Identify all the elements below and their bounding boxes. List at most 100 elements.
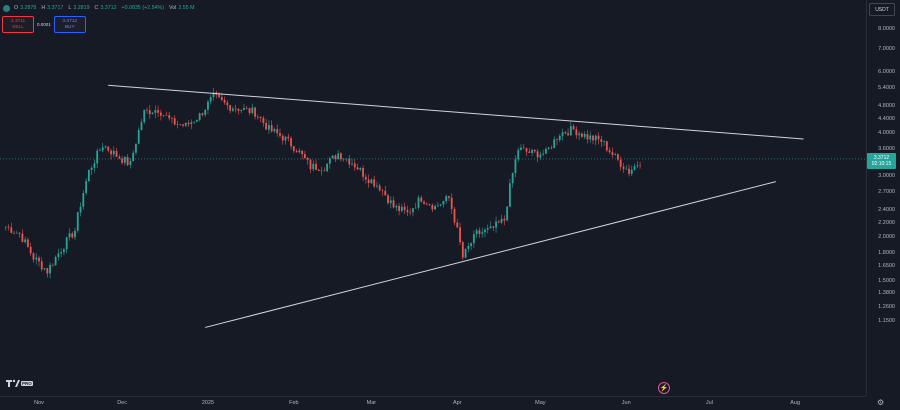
candle-body [592, 135, 594, 141]
candle [589, 131, 592, 144]
chart-canvas[interactable] [0, 0, 866, 396]
candle [154, 105, 157, 119]
tradingview-logo[interactable]: PRO [6, 379, 33, 388]
candle [112, 146, 115, 158]
candle-body [320, 170, 323, 172]
candle [531, 148, 533, 157]
candle-body [270, 125, 273, 132]
candle-body [511, 173, 514, 184]
time-axis[interactable]: Nov Dec 2025 Feb Mar Apr May Jun Jul Aug [0, 396, 866, 410]
candle [630, 165, 633, 177]
candle-body [18, 232, 21, 234]
candle-body [218, 94, 220, 98]
symbol-icon[interactable] [3, 4, 10, 12]
candle-body [525, 148, 528, 152]
candle [569, 121, 572, 136]
candle [381, 188, 384, 196]
candle [96, 148, 99, 168]
candle-body [326, 163, 328, 172]
support-trendline[interactable] [205, 181, 776, 328]
candle [478, 227, 481, 238]
candle-body [315, 163, 317, 170]
candle [46, 267, 49, 278]
candle-body [489, 226, 492, 229]
candle-body [281, 135, 284, 141]
sell-price: 3.3711 [10, 18, 26, 24]
candle-body [409, 211, 412, 213]
candle-body [561, 132, 564, 136]
candle-body [334, 155, 337, 160]
candle-body [550, 147, 553, 149]
candle [315, 159, 317, 171]
resistance-trendline[interactable] [108, 84, 804, 140]
gear-icon[interactable]: ⚙ [877, 398, 885, 407]
price-chart[interactable] [0, 0, 866, 396]
candle-body [229, 105, 232, 111]
candle [284, 135, 287, 145]
candle [87, 169, 90, 182]
candle-body [431, 205, 434, 210]
price-tick: 1.8000 [878, 250, 895, 257]
candle-body [32, 253, 35, 260]
candle-body [176, 124, 179, 125]
candle-body [182, 124, 184, 126]
price-axis[interactable]: 8.0000 7.0000 6.0000 5.4000 4.8000 4.4000 4.00… [866, 0, 900, 396]
candle [126, 154, 129, 167]
candle-body [436, 205, 439, 207]
time-tick: Jul [705, 400, 713, 406]
candle-body [254, 107, 256, 117]
candle [409, 208, 412, 216]
time-tick: Aug [790, 400, 801, 406]
currency-button[interactable]: USDT [869, 3, 895, 16]
time-tick: Feb [289, 400, 299, 406]
candle-body [273, 129, 276, 132]
candle-body [204, 109, 207, 115]
candle [74, 227, 76, 241]
candle [304, 150, 306, 160]
sell-button[interactable]: 3.3711 SELL [2, 16, 34, 33]
candle-body [545, 148, 547, 154]
candle [85, 177, 87, 196]
lightning-icon[interactable]: ⚡ [658, 382, 670, 394]
candle [572, 123, 575, 130]
candle [226, 100, 229, 110]
candle [567, 128, 569, 136]
price-tick: 7.0000 [878, 46, 895, 52]
candle-body [600, 139, 603, 142]
candle-body [636, 165, 639, 167]
candle-body [262, 118, 265, 123]
candle [281, 133, 284, 145]
candle-body [87, 170, 90, 182]
candle-body [276, 129, 279, 134]
candle [583, 131, 586, 140]
candle [32, 252, 35, 263]
candle [187, 120, 190, 128]
candle [481, 227, 484, 238]
candle-body [425, 203, 428, 205]
candle [234, 104, 237, 113]
candle-body [517, 150, 520, 160]
candle-body [639, 165, 641, 167]
candle [353, 158, 356, 171]
buy-button[interactable]: 3.3712 BUY [53, 16, 86, 33]
candle [439, 204, 442, 207]
candle-body [428, 204, 431, 206]
candle [204, 109, 207, 118]
price-tick: 4.0000 [878, 130, 895, 137]
candle [182, 123, 184, 128]
candle-body [96, 150, 99, 164]
candle [232, 106, 234, 112]
candle [143, 109, 146, 124]
candle [359, 167, 362, 172]
price-tick: 1.1500 [878, 317, 895, 324]
candle [229, 104, 232, 114]
candle-body [68, 233, 71, 238]
candle-body [245, 107, 248, 109]
candle-body [198, 113, 201, 120]
candle [453, 206, 456, 226]
candle [13, 230, 15, 235]
candle-body [248, 108, 251, 113]
candle [24, 236, 27, 244]
candle [201, 112, 204, 117]
pro-badge: PRO [21, 381, 33, 386]
